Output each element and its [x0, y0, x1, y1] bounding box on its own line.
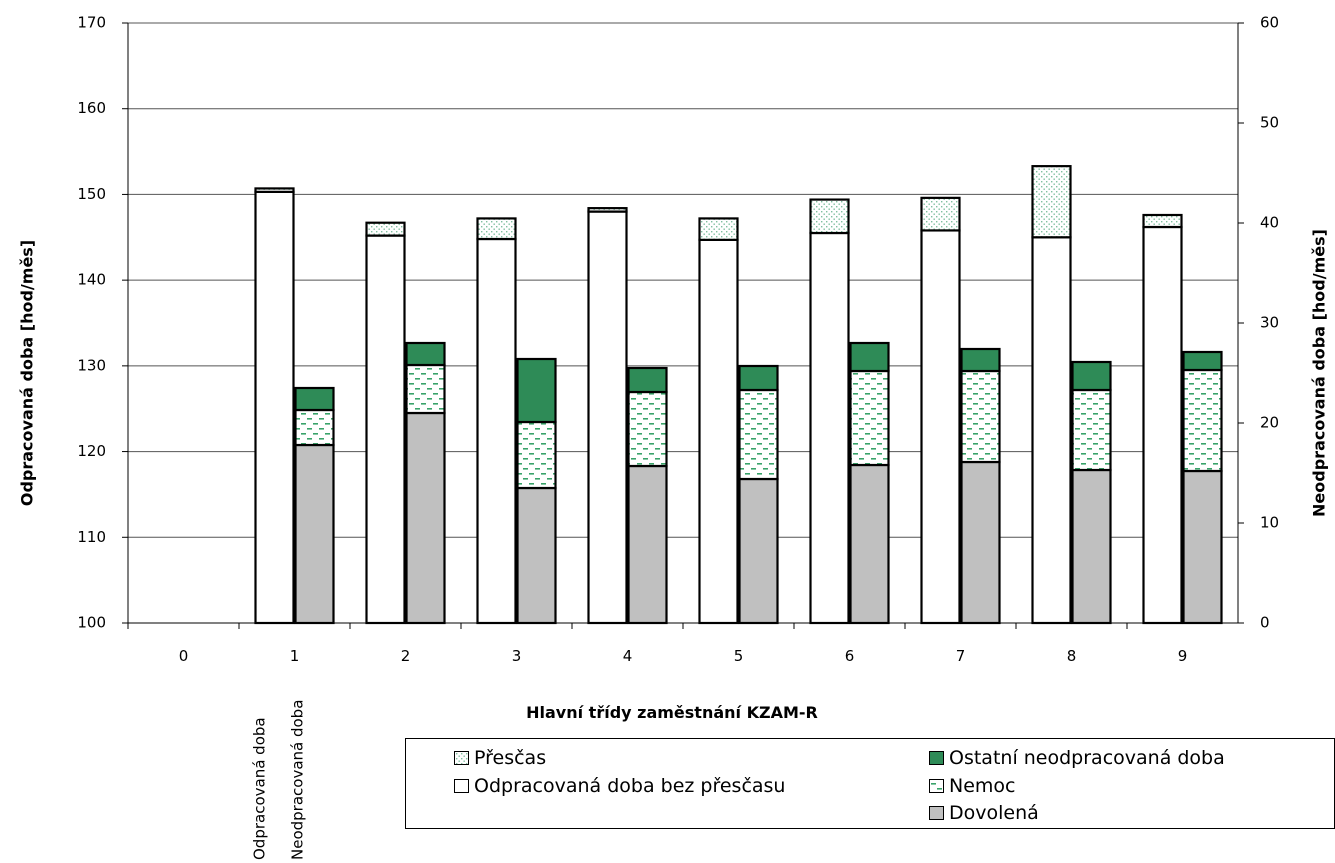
bar-not-worked-segment [405, 341, 446, 367]
bar-not-worked-segment [405, 363, 446, 415]
legend-label-vacation: Dovolená [949, 802, 1039, 824]
legend-item-vacation: Dovolená [929, 802, 1039, 824]
bar-not-worked-segment [738, 477, 779, 625]
y-left-tick-label: 170 [77, 14, 106, 32]
bar-not-worked-segment [960, 347, 1001, 373]
legend-label-other: Ostatní neodpracovaná doba [949, 747, 1225, 769]
bar-not-worked-segment [1182, 469, 1223, 625]
y-left-tick-label: 140 [77, 271, 106, 289]
bar-not-worked-segment [1182, 368, 1223, 473]
bar-worked-segment [920, 229, 961, 625]
x-tick-label: 3 [512, 647, 522, 665]
bar-not-worked-segment [516, 357, 557, 424]
y-left-tick-label: 150 [77, 185, 106, 203]
y-right-tick-label: 0 [1260, 614, 1270, 632]
bar-worked-segment [365, 234, 406, 625]
bar-not-worked-segment [516, 420, 557, 490]
bar-not-worked-segment [1182, 350, 1223, 372]
x-tick-label: 5 [734, 647, 744, 665]
bar-worked-segment [1142, 213, 1183, 229]
bar-worked-segment [476, 217, 517, 241]
legend-swatch-worked-base [454, 779, 469, 793]
y-right-tick-label: 50 [1260, 114, 1279, 132]
x-tick-label: 6 [845, 647, 855, 665]
bar-not-worked-segment [960, 369, 1001, 464]
bar-not-worked-segment [849, 369, 890, 467]
bar-not-worked-segment [516, 486, 557, 625]
bar-worked-segment [1142, 225, 1183, 625]
bar-not-worked-segment [294, 443, 335, 625]
y-right-tick-label: 60 [1260, 14, 1279, 32]
bar-worked-segment [920, 196, 961, 232]
bar-not-worked-segment [294, 408, 335, 447]
bar-label-worked: Odpracovaná doba [251, 717, 269, 860]
y-left-tick-label: 100 [77, 614, 106, 632]
legend-label-sick: Nemoc [949, 775, 1016, 797]
legend: Přesčas Odpracovaná doba bez přesčasu Os… [405, 738, 1335, 829]
bar-not-worked-segment [849, 463, 890, 625]
bar-worked-segment [254, 190, 295, 625]
legend-swatch-vacation [929, 806, 944, 820]
bar-worked-segment [698, 217, 739, 241]
bar-not-worked-segment [627, 366, 668, 394]
x-tick-label: 2 [401, 647, 411, 665]
legend-swatch-overtime [454, 751, 469, 765]
bar-not-worked-segment [1071, 360, 1112, 392]
x-tick-label: 7 [956, 647, 966, 665]
bar-worked-segment [809, 198, 850, 235]
y-right-tick-label: 10 [1260, 514, 1279, 532]
bar-worked-segment [1031, 236, 1072, 625]
x-tick-label: 0 [179, 647, 189, 665]
y-right-tick-label: 40 [1260, 214, 1279, 232]
x-tick-label: 1 [290, 647, 300, 665]
y-left-tick-label: 130 [77, 356, 106, 374]
bar-worked-segment [587, 207, 628, 213]
axes: 100 110 120 130 140 150 160 170 0 10 20 30 40 50 60 0 1 2… [77, 14, 1279, 666]
y-left-tick-label: 160 [77, 99, 106, 117]
y-left-tick-label: 120 [77, 442, 106, 460]
y-axis-left-title: Odpracovaná doba [hod/měs] [18, 240, 37, 506]
bar-not-worked-segment [627, 464, 668, 625]
bar-not-worked-segment [960, 460, 1001, 625]
y-right-tick-label: 20 [1260, 414, 1279, 432]
y-left-tick-label: 110 [77, 528, 106, 546]
bar-worked-segment [698, 238, 739, 625]
bar-not-worked-segment [1071, 388, 1112, 472]
bar-worked-segment [809, 231, 850, 625]
legend-label-worked-base: Odpracovaná doba bez přesčasu [474, 775, 786, 797]
x-tick-label: 9 [1178, 647, 1188, 665]
bar-not-worked-segment [1071, 468, 1112, 625]
bar-worked-segment [254, 187, 295, 193]
legend-item-overtime: Přesčas [454, 747, 546, 769]
x-tick-label: 4 [623, 647, 633, 665]
bar-not-worked-segment [627, 390, 668, 468]
bar-not-worked-segment [294, 386, 335, 412]
bar-not-worked-segment [738, 364, 779, 392]
legend-label-overtime: Přesčas [474, 747, 547, 769]
bar-not-worked-segment [405, 411, 446, 625]
legend-swatch-other [929, 751, 944, 765]
bar-worked-segment [365, 221, 406, 237]
legend-item-worked-base: Odpracovaná doba bez přesčasu [454, 775, 785, 797]
legend-item-sick: Nemoc [929, 775, 1015, 797]
legend-item-other: Ostatní neodpracovaná doba [929, 747, 1225, 769]
x-tick-label: 8 [1067, 647, 1077, 665]
bar-not-worked-segment [738, 388, 779, 481]
bar-worked-segment [1031, 165, 1072, 239]
y-right-tick-label: 30 [1260, 314, 1279, 332]
y-axis-right-title: Neodpracovaná doba [hod/měs] [1310, 229, 1329, 517]
bar-not-worked-segment [849, 341, 890, 373]
x-axis-title: Hlavní třídy zaměstnání KZAM-R [526, 703, 818, 722]
bars [254, 165, 1223, 625]
bar-label-not-worked: Neodpracovaná doba [289, 700, 307, 860]
bar-worked-segment [476, 237, 517, 625]
legend-swatch-sick [929, 779, 944, 793]
bar-worked-segment [587, 210, 628, 625]
